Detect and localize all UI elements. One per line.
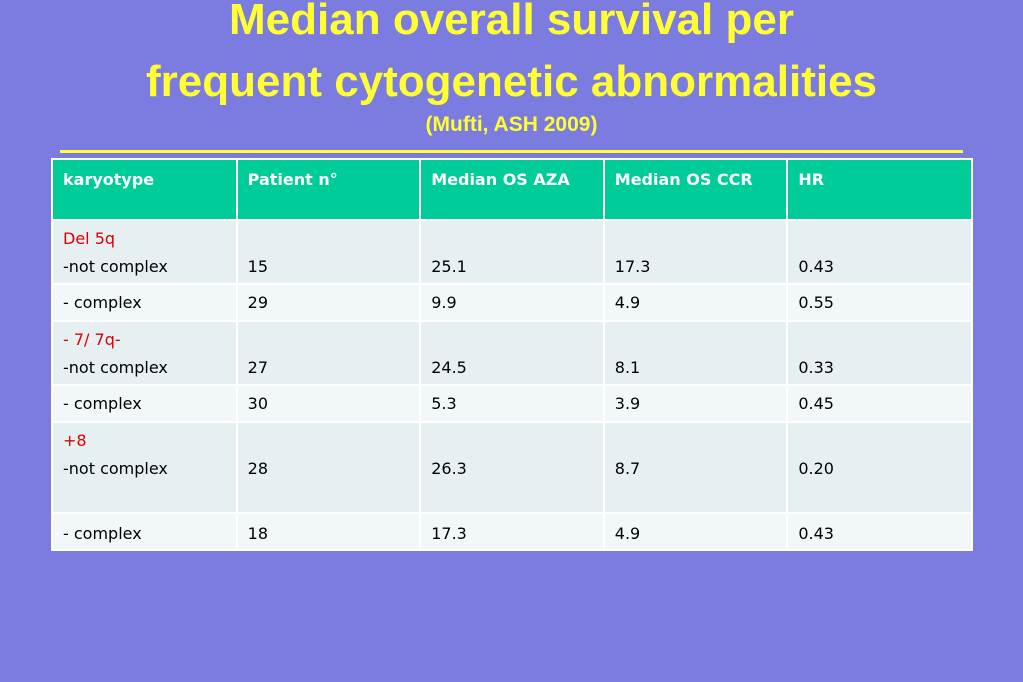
table-row: - complex 29 9.9 4.9 0.55 [51,283,973,322]
patient-n-cell: 18 [235,512,422,551]
karyotype-cell: - complex [51,283,238,322]
median-os-aza-cell: 25.1 [419,219,605,285]
karyotype-sub-label: - complex [63,524,142,543]
hr-cell: 0.45 [786,384,973,423]
hr-cell: 0.20 [786,421,973,514]
patient-n-cell: 30 [235,384,422,423]
median-os-ccr-cell: 4.9 [602,512,789,551]
hr-value: 0.45 [798,394,834,413]
median-os-aza-cell: 26.3 [419,421,605,514]
patient-n-value: 28 [247,459,269,478]
median-os-ccr-value: 4.9 [614,524,641,543]
karyotype-sub-label: -not complex [63,358,168,377]
hr-value: 0.43 [798,257,834,276]
title-divider [60,150,963,153]
hr-cell: 0.43 [786,512,973,551]
karyotype-group-label: - 7/ 7q- [63,330,121,349]
patient-n-cell: 15 [235,219,422,285]
median-os-ccr-value: 8.1 [614,358,641,377]
median-os-ccr-cell: 8.1 [602,320,789,386]
table-row: Del 5q -not complex 15 25.1 17.3 0.43 [51,219,973,285]
table-header-row: karyotype Patient n° Median OS AZA Media… [51,158,973,221]
median-os-aza-cell: 24.5 [419,320,605,386]
median-os-ccr-value: 4.9 [614,293,641,312]
karyotype-group-label: +8 [63,431,87,450]
karyotype-cell: - 7/ 7q- -not complex [51,320,238,386]
median-os-ccr-value: 3.9 [614,394,641,413]
karyotype-cell: - complex [51,384,238,423]
karyotype-sub-label: -not complex [63,459,168,478]
median-os-ccr-cell: 3.9 [602,384,789,423]
header-karyotype: karyotype [51,158,238,221]
patient-n-value: 29 [247,293,269,312]
median-os-aza-value: 24.5 [431,358,467,377]
median-os-ccr-value: 17.3 [614,257,651,276]
karyotype-sub-label: - complex [63,394,142,413]
patient-n-cell: 27 [235,320,422,386]
patient-n-value: 18 [247,524,269,543]
hr-value: 0.43 [798,524,834,543]
patient-n-value: 15 [247,257,269,276]
hr-cell: 0.55 [786,283,973,322]
median-os-aza-value: 26.3 [431,459,467,478]
header-median-os-aza: Median OS AZA [419,158,605,221]
median-os-aza-value: 5.3 [431,394,457,413]
median-os-ccr-value: 8.7 [614,459,641,478]
median-os-aza-cell: 9.9 [419,283,605,322]
karyotype-cell: Del 5q -not complex [51,219,238,285]
median-os-aza-value: 17.3 [431,524,467,543]
slide-subtitle: (Mufti, ASH 2009) [425,113,598,136]
median-os-aza-value: 25.1 [431,257,467,276]
median-os-aza-cell: 5.3 [419,384,605,423]
patient-n-value: 30 [247,394,269,413]
median-os-ccr-cell: 4.9 [602,283,789,322]
slide-title-line-1: Median overall survival per [229,0,794,44]
hr-cell: 0.33 [786,320,973,386]
median-os-ccr-cell: 17.3 [602,219,789,285]
hr-value: 0.33 [798,358,834,377]
hr-cell: 0.43 [786,219,973,285]
karyotype-sub-label: - complex [63,293,142,312]
patient-n-cell: 28 [235,421,422,514]
karyotype-sub-label: -not complex [63,257,168,276]
header-hr: HR [786,158,973,221]
median-os-ccr-cell: 8.7 [602,421,789,514]
survival-table: karyotype Patient n° Median OS AZA Media… [51,158,973,551]
hr-value: 0.20 [798,459,834,478]
patient-n-value: 27 [247,358,269,377]
header-median-os-ccr: Median OS CCR [602,158,789,221]
table-row: - complex 18 17.3 4.9 0.43 [51,512,973,551]
karyotype-group-label: Del 5q [63,229,116,248]
karyotype-cell: - complex [51,512,238,551]
table-row: - complex 30 5.3 3.9 0.45 [51,384,973,423]
header-patient-n: Patient n° [235,158,422,221]
table-row: +8 -not complex 28 26.3 8.7 0.20 [51,421,973,514]
slide-title-line-2: frequent cytogenetic abnormalities [145,57,878,106]
hr-value: 0.55 [798,293,834,312]
median-os-aza-cell: 17.3 [419,512,605,551]
table-row: - 7/ 7q- -not complex 27 24.5 8.1 0.33 [51,320,973,386]
patient-n-cell: 29 [235,283,422,322]
karyotype-cell: +8 -not complex [51,421,238,514]
median-os-aza-value: 9.9 [431,293,457,312]
